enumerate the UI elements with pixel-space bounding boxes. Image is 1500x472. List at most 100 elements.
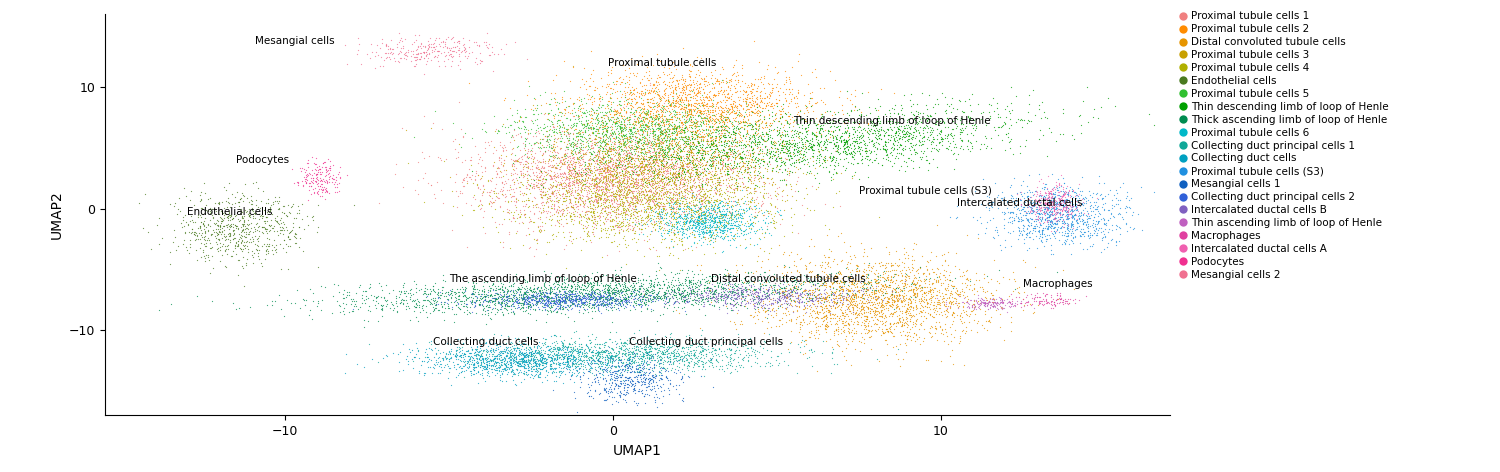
Point	[484, 366, 508, 373]
Point	[622, 175, 646, 183]
Point	[209, 230, 232, 238]
Point	[688, 185, 712, 193]
Point	[531, 296, 555, 304]
Point	[864, 121, 888, 128]
Point	[513, 297, 537, 305]
Point	[525, 297, 549, 305]
Point	[710, 219, 734, 226]
Point	[316, 155, 340, 163]
Point	[692, 211, 715, 218]
Point	[722, 193, 746, 201]
Point	[630, 221, 654, 229]
Point	[562, 301, 586, 308]
Point	[630, 167, 654, 175]
Point	[606, 133, 630, 141]
Point	[668, 280, 692, 288]
Point	[810, 349, 834, 357]
Point	[674, 125, 698, 132]
Point	[591, 119, 615, 126]
Point	[687, 213, 711, 220]
Point	[828, 342, 852, 349]
Point	[675, 230, 699, 238]
Point	[990, 298, 1014, 305]
Point	[812, 279, 836, 287]
Point	[656, 133, 680, 140]
Point	[686, 139, 709, 147]
Point	[450, 42, 474, 49]
Point	[306, 179, 330, 186]
Point	[758, 154, 782, 162]
Point	[672, 113, 696, 120]
Point	[591, 188, 615, 196]
Point	[528, 351, 552, 359]
Point	[668, 210, 692, 218]
Point	[471, 362, 495, 370]
Point	[500, 290, 523, 298]
Point	[314, 188, 338, 195]
Point	[570, 176, 594, 184]
Point	[906, 283, 930, 290]
Point	[604, 374, 628, 381]
Point	[267, 205, 291, 212]
Point	[1076, 217, 1100, 225]
Point	[615, 356, 639, 364]
Point	[602, 294, 625, 301]
Point	[762, 290, 786, 297]
Point	[561, 357, 585, 365]
Point	[450, 286, 474, 293]
Point	[812, 280, 836, 288]
Point	[450, 288, 474, 295]
Point	[680, 280, 703, 288]
Point	[708, 117, 732, 124]
Point	[788, 128, 812, 136]
Point	[990, 299, 1014, 306]
Point	[706, 152, 730, 159]
Point	[626, 139, 650, 147]
Point	[542, 162, 566, 169]
Point	[573, 127, 597, 135]
Point	[698, 206, 721, 213]
Point	[873, 280, 897, 287]
Point	[813, 145, 837, 152]
Point	[598, 222, 622, 229]
Point	[1000, 214, 1024, 221]
Point	[240, 219, 264, 227]
Point	[902, 124, 926, 132]
Point	[506, 286, 530, 293]
Point	[406, 369, 430, 377]
Point	[831, 110, 855, 118]
Point	[460, 279, 484, 287]
Point	[614, 173, 638, 181]
Point	[1058, 192, 1082, 199]
Point	[468, 153, 492, 160]
Point	[627, 296, 651, 303]
Point	[730, 87, 754, 94]
Point	[672, 293, 696, 301]
Point	[705, 346, 729, 354]
Point	[666, 218, 690, 226]
Point	[626, 137, 650, 144]
Point	[585, 160, 609, 168]
Point	[894, 335, 918, 342]
Point	[950, 272, 974, 280]
Point	[999, 106, 1023, 113]
Point	[567, 282, 591, 289]
Point	[680, 211, 703, 218]
Point	[494, 290, 517, 298]
Point	[780, 154, 804, 162]
Point	[636, 205, 660, 213]
Point	[584, 180, 608, 188]
Point	[840, 337, 864, 345]
Point	[1102, 202, 1126, 210]
Point	[290, 164, 314, 171]
Point	[669, 202, 693, 210]
Point	[429, 154, 453, 161]
Point	[778, 284, 802, 292]
Point	[640, 158, 664, 166]
Point	[930, 279, 954, 287]
Point	[574, 343, 598, 350]
Point	[476, 309, 500, 317]
Point	[686, 261, 709, 269]
Point	[714, 176, 738, 184]
Point	[690, 233, 714, 240]
